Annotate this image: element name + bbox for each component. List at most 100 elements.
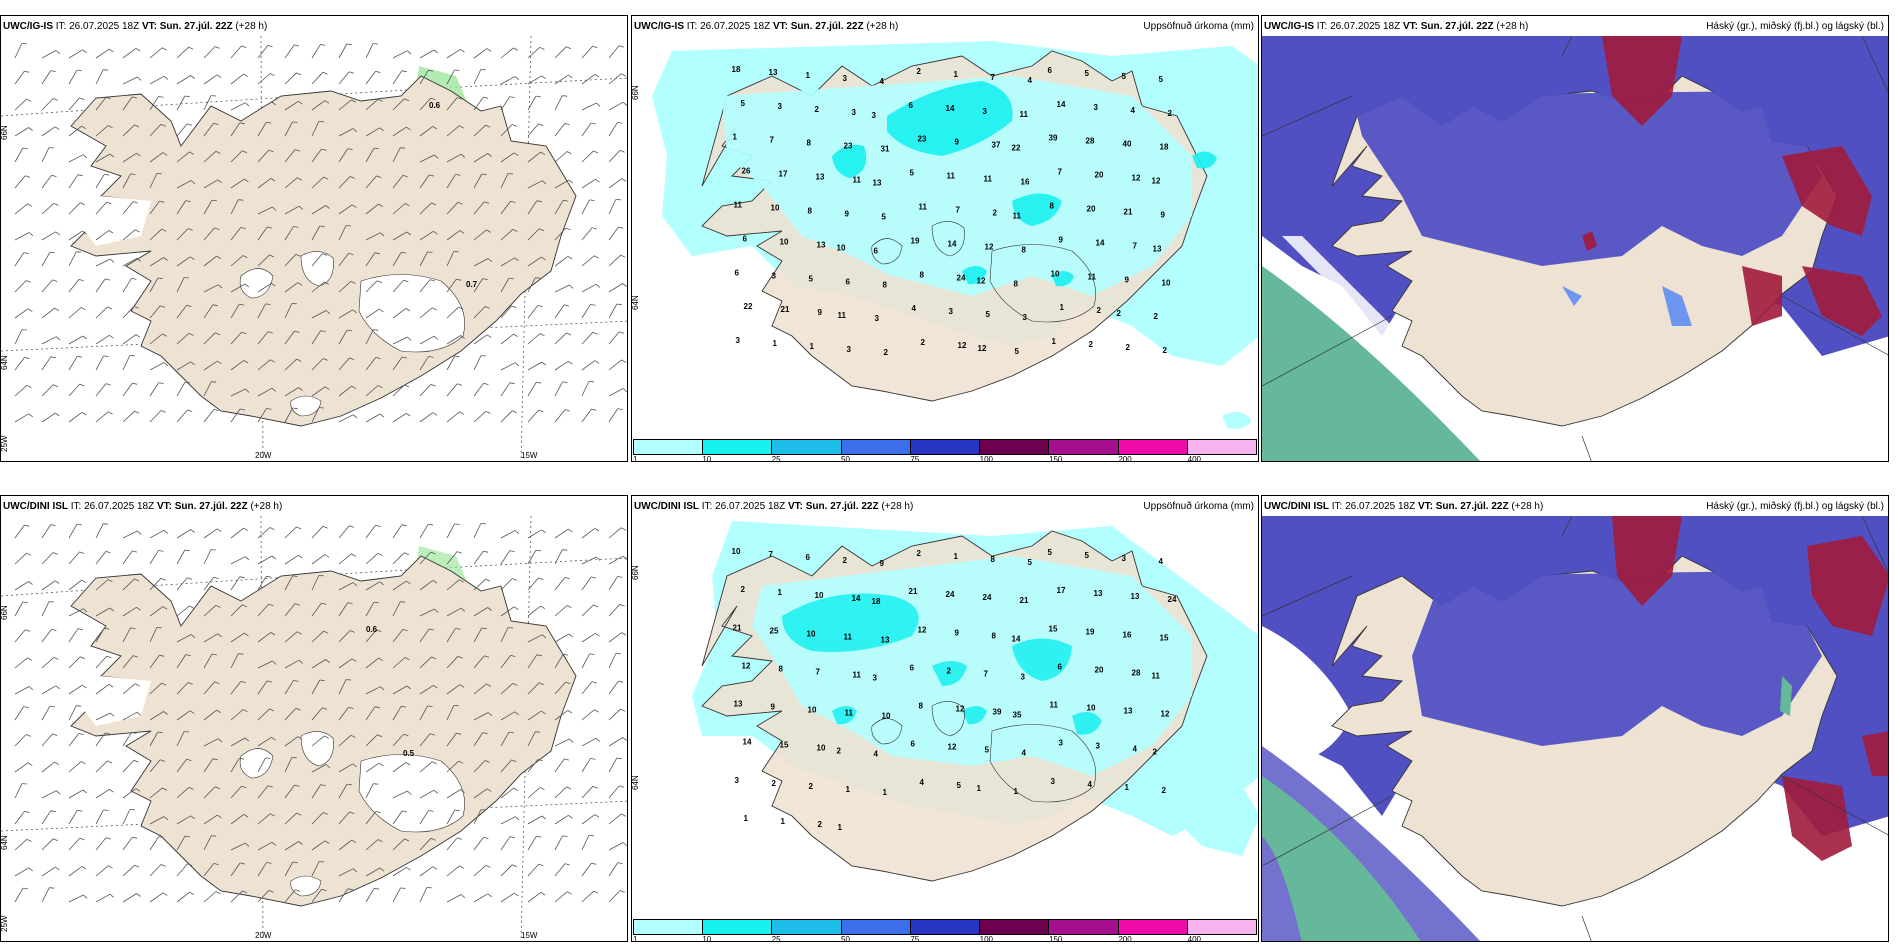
precip-value-label: 3 <box>1094 103 1099 112</box>
precip-value-label: 9 <box>880 559 885 568</box>
glacier <box>300 731 334 767</box>
precip-value-label: 1 <box>744 814 749 823</box>
cloud-panel-bottom: UWC/DINI ISL IT: 26.07.2025 18Z VT: Sun.… <box>1261 495 1889 942</box>
wind-map: 0.6 0.5 66N 64N 25W 20W 15W <box>1 516 627 941</box>
precip-value-label: 12 <box>1161 710 1170 719</box>
precip-value-label: 10 <box>807 629 816 638</box>
precip-value-label: 2 <box>1089 340 1094 349</box>
lon-label: 15W <box>521 451 538 460</box>
precip-value-label: 6 <box>743 234 748 243</box>
colorbar-swatch <box>634 920 704 934</box>
precip-map: 10 7 6 2 9 2 1 8 5 5 5 3 4 2 1 10 14 18 21 24 24 21 17 13 13 24 21… <box>632 516 1258 942</box>
colorbar-swatch <box>1118 440 1188 454</box>
precip-value-label: 8 <box>807 139 812 148</box>
precip-value-label: 1 <box>1125 783 1130 792</box>
it-label: IT: <box>701 501 713 512</box>
precip-value-label: 20 <box>1095 171 1104 180</box>
precip-value-label: 1 <box>1052 337 1057 346</box>
precip-value-label: 23 <box>918 135 927 144</box>
colorbar-tick-label: 150 <box>1049 935 1063 942</box>
precip-value-label: 7 <box>1058 168 1063 177</box>
precip-value-label: 11 <box>853 670 862 679</box>
glacier <box>239 748 274 779</box>
iceland-land <box>70 555 577 907</box>
vt-label: VT: <box>787 501 803 512</box>
lead-time: (+28 h) <box>235 21 268 32</box>
wind-map: 0.6 0.7 66N 64N 25W 20W 15W <box>1 36 627 461</box>
precip-value-label: 4 <box>912 304 917 313</box>
precip-value-label: 10 <box>1087 704 1096 713</box>
precip-value-label: 22 <box>744 302 753 311</box>
precip-value-label: 8 <box>1014 279 1019 288</box>
precip-value-label: 6 <box>911 740 916 749</box>
precip-value-label: 11 <box>1088 272 1097 281</box>
precip-value-label: 21 <box>1124 208 1133 217</box>
precip-value-label: 20 <box>1095 665 1104 674</box>
wind-max-label: 0.5 <box>403 749 415 758</box>
iceland-land <box>70 75 577 427</box>
precip-colorbar: 1 10 25 50 75 100 150 200 400 <box>632 437 1258 462</box>
lon-label: 25W <box>1 435 9 452</box>
precip-value-label: 2 <box>815 105 820 114</box>
precip-value-label: 6 <box>846 277 851 286</box>
vt-value: Sun. 27.júl. 22Z <box>1435 501 1509 512</box>
precip-value-label: 4 <box>920 778 925 787</box>
vt-label: VT: <box>1402 21 1418 32</box>
it-label: IT: <box>70 501 82 512</box>
precip-value-label: 11 <box>984 175 993 184</box>
precip-value-label: 1 <box>883 788 888 797</box>
panel-header: UWC/DINI ISL IT: 26.07.2025 18Z VT: Sun.… <box>1264 501 1884 517</box>
colorbar-swatches <box>633 919 1257 935</box>
precip-value-label: 1 <box>838 823 843 832</box>
precip-value-label: 12 <box>918 625 927 634</box>
precip-area-light <box>722 76 1192 296</box>
precip-value-label: 13 <box>769 68 778 77</box>
lead-time: (+28 h) <box>866 21 899 32</box>
precip-value-label: 2 <box>1154 312 1159 321</box>
glacier <box>358 754 465 833</box>
colorbar-tick-label: 100 <box>979 935 994 942</box>
precip-value-label: 15 <box>780 741 789 750</box>
vt-value: Sun. 27.júl. 22Z <box>790 21 864 32</box>
precip-value-label: 13 <box>1153 244 1162 253</box>
vt-label: VT: <box>141 21 157 32</box>
precip-value-label: 5 <box>1085 551 1090 560</box>
precip-value-label: 16 <box>1123 630 1132 639</box>
precip-value-label: 5 <box>986 310 991 319</box>
precip-value-label: 13 <box>1131 592 1140 601</box>
precip-value-label: 31 <box>881 145 890 154</box>
precip-value-label: 15 <box>1049 624 1058 633</box>
colorbar-swatch <box>1049 440 1119 454</box>
colorbar-tick-label: 10 <box>702 455 712 462</box>
precip-value-label: 2 <box>1117 309 1122 318</box>
lat-label: 66N <box>632 85 640 100</box>
precip-value-label: 26 <box>742 167 751 176</box>
precip-value-label: 13 <box>734 700 743 709</box>
precip-value-label: 2 <box>1162 786 1167 795</box>
precip-value-label: 3 <box>872 111 877 120</box>
lat-label: 66N <box>1 125 9 140</box>
precip-value-label: 8 <box>919 702 924 711</box>
precip-value-label: 11 <box>845 709 854 718</box>
precip-value-label: 8 <box>1022 245 1027 254</box>
precip-value-label: 17 <box>779 170 788 179</box>
precip-value-label: 5 <box>1048 548 1053 557</box>
panel-header: UWC/IG-IS IT: 26.07.2025 18Z VT: Sun. 27… <box>3 21 623 37</box>
precip-value-label: 14 <box>946 104 955 113</box>
precip-value-label: 12 <box>1132 174 1141 183</box>
precip-value-label: 3 <box>873 673 878 682</box>
precip-value-label: 8 <box>991 555 996 564</box>
precip-value-label: 2 <box>1163 346 1168 355</box>
panel-header: UWC/IG-IS IT: 26.07.2025 18Z VT: Sun. 27… <box>1264 21 1884 37</box>
precip-value-label: 2 <box>1097 306 1102 315</box>
precip-value-label: 11 <box>1050 701 1059 710</box>
precip-value-label: 11 <box>1020 110 1029 119</box>
it-label: IT: <box>55 21 67 32</box>
precip-value-label: 6 <box>909 101 914 110</box>
colorbar-swatch <box>703 920 773 934</box>
colorbar-swatch <box>980 920 1050 934</box>
precip-value-label: 1 <box>954 552 959 561</box>
precip-value-label: 25 <box>770 626 779 635</box>
